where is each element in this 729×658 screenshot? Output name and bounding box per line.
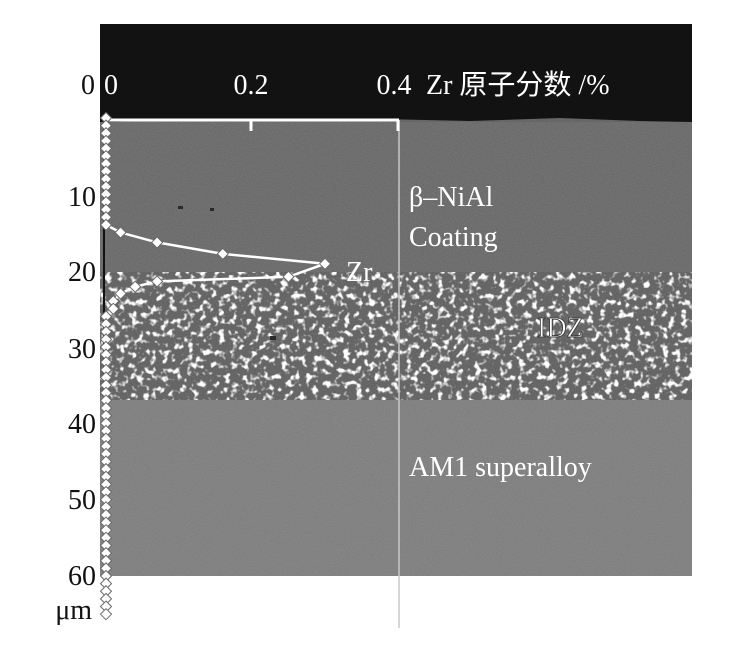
data-point-marker [114, 226, 127, 239]
coating-label: Coating [409, 222, 498, 253]
series-label-zr: Zr [346, 257, 373, 288]
micrograph-pore [270, 336, 276, 340]
data-point-marker [150, 236, 164, 249]
x-tick-label: 0 [104, 70, 118, 101]
data-point-marker [216, 247, 230, 261]
y-tick-label: 30 [68, 334, 96, 365]
data-point-marker [282, 270, 295, 283]
data-point-marker [114, 287, 127, 300]
coating-phase-label: β–NiAl [409, 182, 493, 213]
data-point-marker [99, 607, 113, 621]
y-tick-label: 10 [68, 182, 96, 213]
series-layer [99, 111, 332, 621]
micrograph-topcoat-region [100, 24, 692, 124]
y-tick-label: 50 [68, 485, 96, 516]
micrograph-grain-noise [100, 122, 692, 576]
y-tick-label: 20 [68, 257, 96, 288]
data-point-marker [128, 280, 142, 293]
x-tick-label: 0.4 [377, 70, 412, 101]
superalloy-label: AM1 superalloy [409, 452, 592, 483]
idz-label: IDZ [537, 313, 584, 344]
data-point-marker [318, 257, 332, 271]
y-tick-label: 0 [81, 70, 95, 101]
data-point-marker [107, 302, 120, 316]
data-point-marker [150, 275, 164, 288]
y-tick-label: 40 [68, 409, 96, 440]
micrograph [100, 24, 692, 576]
data-point-marker [99, 218, 113, 232]
x-tick-labels: 0 0.2 0.4 [104, 70, 412, 101]
x-axis-title: Zr 原子分数 /% [426, 69, 610, 101]
x-tick-label: 0.2 [234, 70, 269, 101]
annotations: Zr β–NiAl Coating IDZ AM1 superalloy [346, 182, 592, 483]
y-tick-labels: 0 10 20 30 40 50 60 [68, 70, 96, 592]
y-axis-unit: μm [55, 595, 92, 626]
micrograph-pore [178, 206, 183, 209]
micrograph-pore [210, 208, 214, 211]
y-tick-label: 60 [68, 561, 96, 592]
